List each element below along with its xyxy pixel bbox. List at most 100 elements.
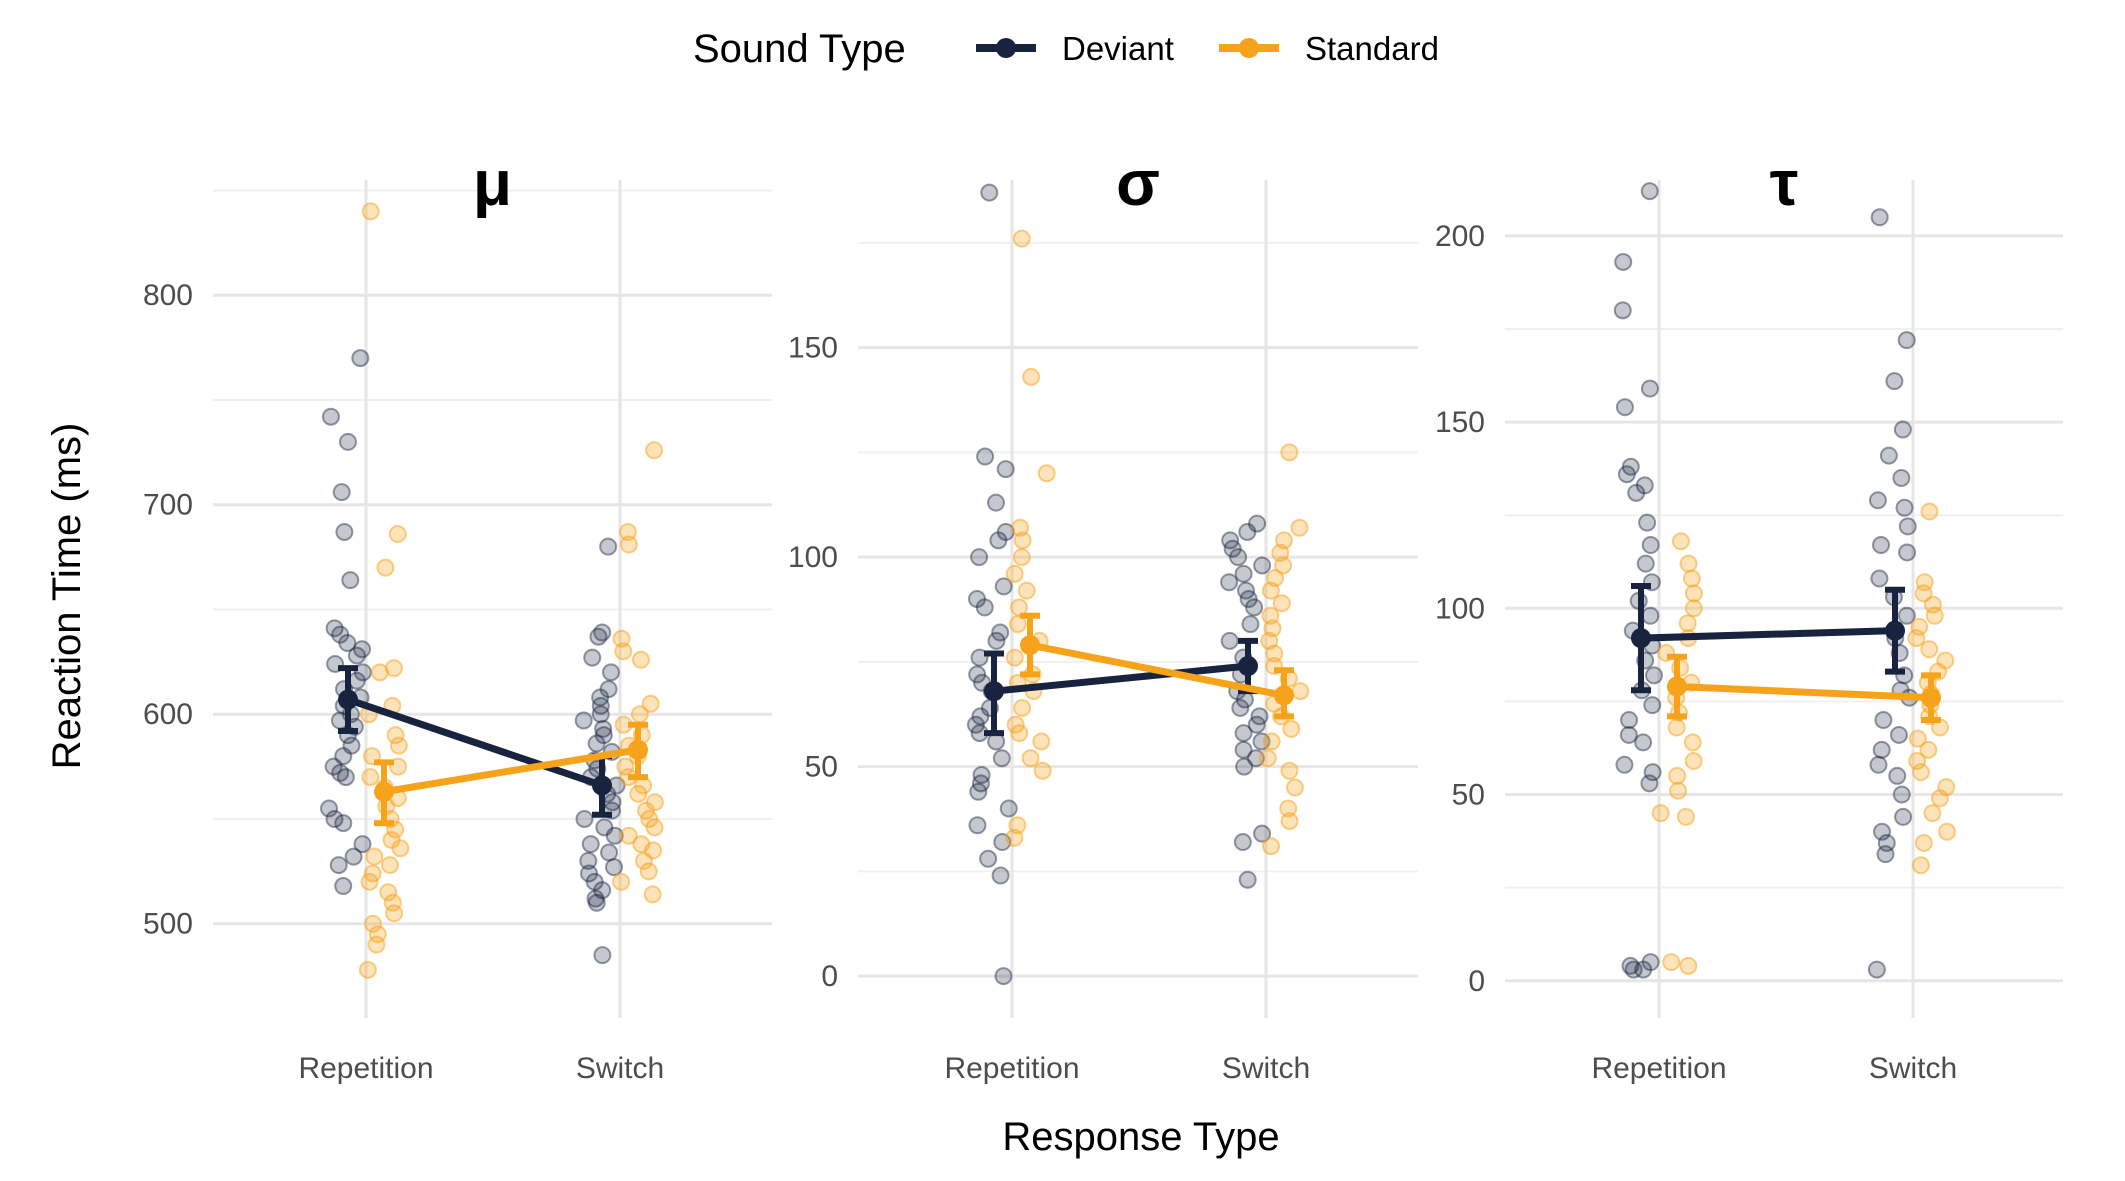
deviant-point [1229, 548, 1248, 567]
deviant-point [1868, 491, 1887, 510]
deviant-point [586, 889, 605, 908]
standard-point [614, 642, 633, 661]
standard-point [361, 202, 380, 221]
standard-point [1012, 229, 1031, 248]
standard-point [616, 757, 635, 776]
deviant-point [1877, 833, 1896, 852]
standard-point [1669, 781, 1688, 800]
x-tick-label: Repetition [298, 1052, 433, 1085]
deviant-point [587, 734, 606, 753]
deviant-point [1234, 564, 1253, 583]
deviant-point [1248, 514, 1267, 533]
standard-point [1668, 766, 1687, 785]
deviant-point [1641, 535, 1660, 554]
standard-point [1005, 564, 1024, 583]
deviant-point [1644, 666, 1663, 685]
deviant-point [975, 598, 994, 617]
standard-point [643, 885, 662, 904]
deviant-point [1638, 513, 1657, 532]
deviant-point [987, 631, 1006, 650]
standard-point [1033, 761, 1052, 780]
deviant-point [1617, 465, 1636, 484]
y-tick-label: 700 [143, 489, 193, 522]
deviant-point [329, 856, 348, 875]
standard-point [361, 768, 380, 787]
deviant-point [324, 757, 343, 776]
standard-point [1008, 615, 1027, 634]
deviant-mean-point [338, 689, 358, 710]
panel-title: σ [1116, 147, 1160, 219]
deviant-point [1253, 824, 1272, 843]
standard-point [1022, 367, 1041, 386]
standard-point [1908, 729, 1927, 748]
deviant-point [593, 623, 612, 642]
standard-point [1923, 804, 1942, 823]
deviant-point [1640, 182, 1659, 201]
deviant-point [1872, 822, 1891, 841]
deviant-point [970, 548, 989, 567]
y-tick-label: 800 [143, 279, 193, 312]
standard-point [1272, 594, 1291, 613]
deviant-mean-point [1631, 628, 1651, 649]
x-tick-label: Repetition [1591, 1052, 1726, 1085]
deviant-point [1879, 446, 1898, 465]
deviant-point [980, 183, 999, 202]
deviant-point [574, 711, 593, 730]
y-tick-label: 0 [1468, 965, 1485, 998]
deviant-point [1619, 725, 1638, 744]
deviant-point [1620, 711, 1639, 730]
deviant-point [599, 537, 618, 556]
standard-point [391, 839, 410, 858]
panel-title: τ [1770, 147, 1799, 219]
y-tick-label: 150 [788, 332, 838, 365]
x-axis-title: Response Type [1002, 1115, 1279, 1159]
deviant-point [1892, 785, 1911, 804]
deviant-point [353, 835, 372, 854]
deviant-point [1634, 960, 1653, 979]
standard-point [1291, 682, 1310, 701]
standard-point [385, 904, 404, 923]
deviant-point [1245, 598, 1264, 617]
deviant-point [999, 799, 1018, 818]
deviant-point [583, 648, 602, 667]
standard-point [1013, 698, 1032, 717]
legend: Sound Type Deviant Standard [693, 27, 1439, 71]
deviant-point [971, 707, 990, 726]
panel-1: 500 600 700 800 Repetition Switch μ [143, 147, 772, 1085]
deviant-point [1889, 725, 1908, 744]
deviant-point [338, 633, 357, 652]
standard-point [1938, 822, 1957, 841]
standard-point [360, 872, 379, 891]
standard-point [645, 441, 664, 460]
deviant-point [994, 577, 1013, 596]
deviant-point [1874, 711, 1893, 730]
standard-point [1274, 556, 1293, 575]
deviant-point [331, 763, 350, 782]
standard-point [629, 784, 648, 803]
y-tick-label: 100 [788, 541, 838, 574]
standard-point [1914, 833, 1933, 852]
deviant-point [1869, 755, 1888, 774]
deviant-point [331, 625, 350, 644]
deviant-point [1641, 606, 1660, 625]
standard-point [1682, 569, 1701, 588]
deviant-point [996, 460, 1015, 479]
standard-point [1261, 581, 1280, 600]
deviant-point [966, 715, 985, 734]
deviant-point [1231, 698, 1250, 717]
deviant-point [1636, 554, 1655, 573]
panel-3: 0 50 100 150 200 Repetition Switch τ [1435, 147, 2063, 1085]
standard-point [1017, 581, 1036, 600]
x-tick-label: Switch [576, 1052, 664, 1085]
y-tick-label: 100 [1435, 592, 1485, 625]
standard-point [1930, 789, 1949, 808]
standard-point [639, 862, 658, 881]
deviant-point [991, 866, 1010, 885]
deviant-point [593, 881, 612, 900]
deviant-point [1641, 953, 1660, 972]
standard-point [1280, 812, 1299, 831]
deviant-point [599, 680, 618, 699]
deviant-point [1897, 606, 1916, 625]
deviant-point [987, 493, 1006, 512]
deviant-point [332, 483, 351, 502]
